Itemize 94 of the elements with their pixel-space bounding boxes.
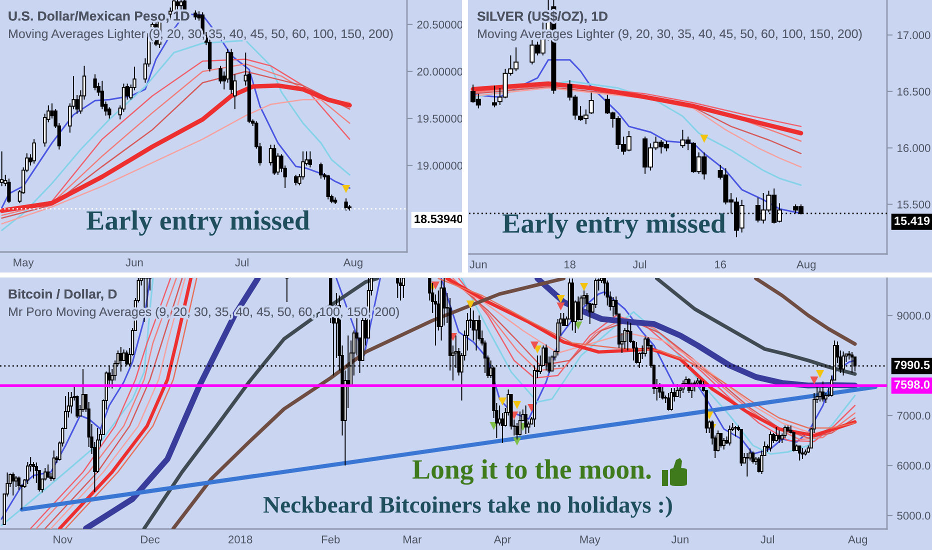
candlestick xyxy=(46,464,50,478)
x-tick-label: Dec xyxy=(141,536,160,544)
candlestick xyxy=(634,342,638,364)
y-tick-label: 16.500 xyxy=(898,88,930,96)
point xyxy=(810,376,818,385)
point xyxy=(530,341,539,350)
candlestick xyxy=(294,174,298,186)
candlestick xyxy=(440,280,443,341)
candlestick xyxy=(333,196,338,205)
candlestick xyxy=(778,430,781,444)
candlestick xyxy=(194,10,198,20)
ref-line-label: 7598.0 xyxy=(894,380,930,389)
text: Bitcoin / Dollar, D xyxy=(8,289,117,301)
x-tick-label: 16 xyxy=(715,260,726,268)
candlestick xyxy=(719,432,723,448)
x-tick-label: Feb xyxy=(322,535,340,544)
ref-line-label: 18.53940 xyxy=(414,214,463,224)
candlestick xyxy=(7,178,11,204)
candlestick xyxy=(319,162,323,180)
y-tick-label: 6000.0 xyxy=(897,462,930,470)
candlestick xyxy=(518,411,522,436)
y-tick-label: 5000.0 xyxy=(897,512,930,520)
x-tick-label: 2018 xyxy=(228,536,252,544)
point xyxy=(466,300,474,309)
y-tick-label: 15.500 xyxy=(898,200,930,208)
candlestick xyxy=(728,425,732,446)
point xyxy=(513,437,522,446)
candlestick xyxy=(272,144,276,176)
candlestick xyxy=(344,198,348,212)
point xyxy=(513,400,522,410)
point xyxy=(816,370,824,378)
candlestick xyxy=(768,431,772,452)
y-tick-label: 9000.0 xyxy=(897,312,930,320)
candlestick xyxy=(398,278,402,301)
candlestick xyxy=(804,449,808,456)
candlestick xyxy=(32,138,36,164)
x-tick-label: 18 xyxy=(564,260,576,268)
point xyxy=(556,294,565,304)
annotation: Early entry missed xyxy=(502,213,726,239)
point xyxy=(498,397,507,406)
y-tick-label: 20.00000 xyxy=(417,68,463,76)
candlestick xyxy=(746,452,749,477)
candlestick xyxy=(734,426,738,437)
candlestick xyxy=(751,451,755,464)
candlestick xyxy=(670,388,674,411)
y-tick-label: 17.000 xyxy=(898,31,930,40)
ref-line-label: 15.419 xyxy=(894,216,930,225)
y-tick-label: 19.00000 xyxy=(418,162,463,170)
line-series xyxy=(470,81,804,136)
candlestick xyxy=(740,428,743,466)
candlestick xyxy=(396,278,400,298)
x-tick-label: Nov xyxy=(54,536,72,544)
y-tick-label: 20.50000 xyxy=(417,20,463,29)
candlestick xyxy=(821,381,824,402)
candlestick xyxy=(661,384,664,400)
candlestick xyxy=(644,336,647,357)
x-tick-label: Jun xyxy=(126,258,143,266)
x-tick-label: Apr xyxy=(494,536,511,546)
x-tick-label: Aug xyxy=(343,258,362,269)
x-tick-label: Mar xyxy=(404,536,422,544)
candlestick xyxy=(626,321,630,351)
x-tick-label: Aug xyxy=(796,260,816,271)
candlestick xyxy=(492,85,498,108)
candlestick xyxy=(800,448,804,460)
candlestick xyxy=(52,450,56,481)
candlestick xyxy=(308,150,312,168)
y-tick-label: 19.50000 xyxy=(418,114,463,123)
candlestick xyxy=(81,368,85,412)
candlestick xyxy=(326,174,330,200)
x-tick-label: Jul xyxy=(235,258,248,266)
x-tick-label: Jun xyxy=(671,536,688,544)
x-tick-label: Aug xyxy=(848,536,868,546)
point xyxy=(556,302,565,311)
y-tick-label: 7000.0 xyxy=(897,412,930,420)
point xyxy=(580,282,588,292)
candlestick xyxy=(774,426,778,442)
candlestick xyxy=(588,92,594,115)
x-tick-label: Jun xyxy=(470,260,487,268)
y-tick-label: 16.000 xyxy=(898,144,930,152)
annotation: Early entry missed xyxy=(86,210,310,236)
x-tick-label: May xyxy=(14,258,34,269)
annotation: Long it to the moon. xyxy=(412,459,651,485)
x-tick-label: May xyxy=(580,536,600,546)
candlestick xyxy=(524,405,528,434)
x-tick-label: Jul xyxy=(760,535,774,544)
x-tick-label: Jul xyxy=(632,260,646,268)
point xyxy=(431,281,440,290)
candlestick xyxy=(570,278,574,331)
candlestick xyxy=(176,0,180,10)
ref-line-label: 7990.5 xyxy=(894,360,930,370)
annotation: Neckbeard Bitcoiners take no holidays :) xyxy=(263,496,672,518)
candlestick xyxy=(798,445,802,461)
candlestick xyxy=(0,150,4,187)
candlestick xyxy=(12,472,15,496)
